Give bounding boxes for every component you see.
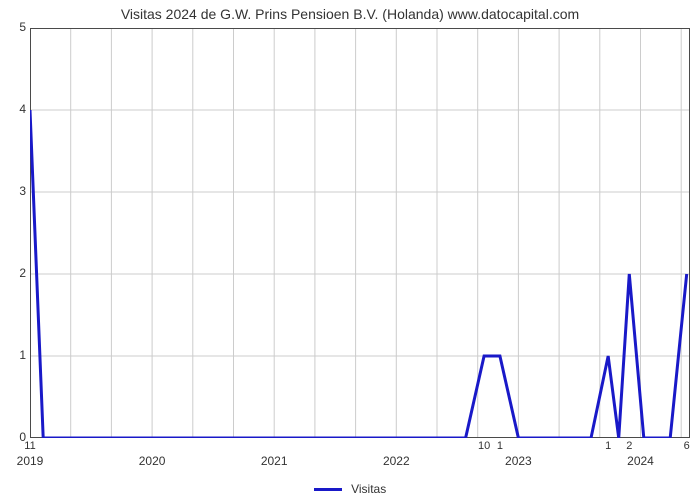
data-point-label: 1 (605, 440, 611, 452)
x-tick-label: 2021 (261, 454, 288, 468)
x-tick-label: 2023 (505, 454, 532, 468)
x-tick-label: 2022 (383, 454, 410, 468)
y-tick-label: 1 (6, 348, 26, 362)
legend-line-swatch (314, 488, 342, 491)
chart-title: Visitas 2024 de G.W. Prins Pensioen B.V.… (0, 6, 700, 22)
data-point-label: 11 (24, 440, 35, 452)
y-tick-label: 4 (6, 102, 26, 116)
y-tick-label: 0 (6, 430, 26, 444)
data-point-label: 1 (497, 440, 503, 452)
y-tick-label: 3 (6, 184, 26, 198)
y-tick-label: 2 (6, 266, 26, 280)
data-point-label: 2 (626, 440, 632, 452)
x-tick-label: 2024 (627, 454, 654, 468)
chart-legend: Visitas (0, 482, 700, 496)
x-tick-label: 2020 (139, 454, 166, 468)
x-tick-label: 2019 (17, 454, 44, 468)
legend-label: Visitas (351, 482, 386, 496)
data-point-label: 10 (478, 440, 490, 452)
line-chart (30, 28, 690, 438)
data-point-label: 6 (684, 440, 690, 452)
y-tick-label: 5 (6, 20, 26, 34)
